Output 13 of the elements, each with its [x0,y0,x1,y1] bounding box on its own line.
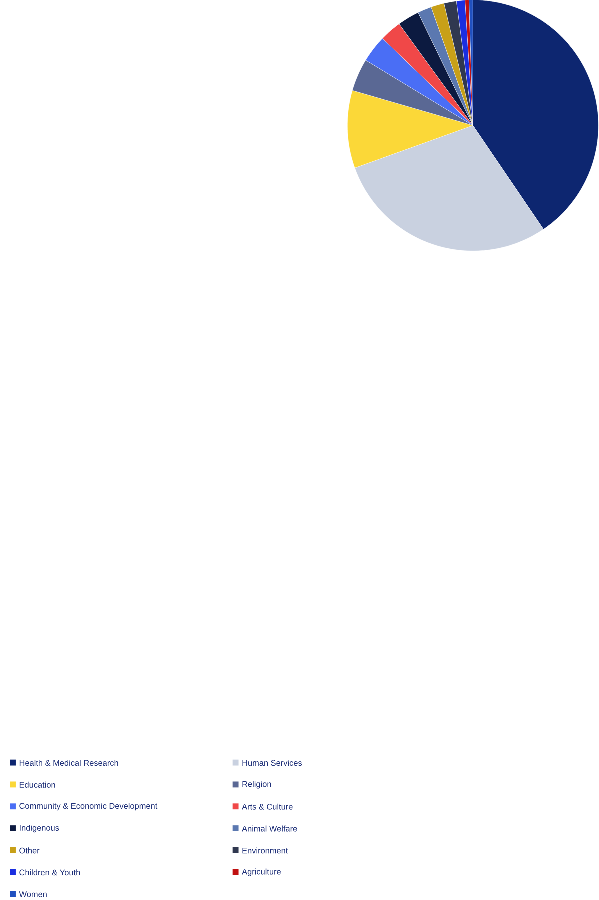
legend-label: Animal Welfare [242,826,298,832]
legend-label: Agriculture [242,868,282,876]
legend-label: Environment [242,848,288,854]
legend-label: Indigenous [20,824,60,833]
legend-label: Health & Medical Research [20,760,118,766]
legend-label: Other [20,848,40,854]
legend-label: Children & Youth [20,870,80,876]
legend-label: Religion [242,781,272,789]
legend-label: Arts & Culture [242,804,293,810]
legend-label: Education [20,782,56,788]
legend-label: Human Services [242,760,302,766]
legend-label: Community & Economic Development [20,803,158,811]
legend-label: Women [19,892,48,898]
